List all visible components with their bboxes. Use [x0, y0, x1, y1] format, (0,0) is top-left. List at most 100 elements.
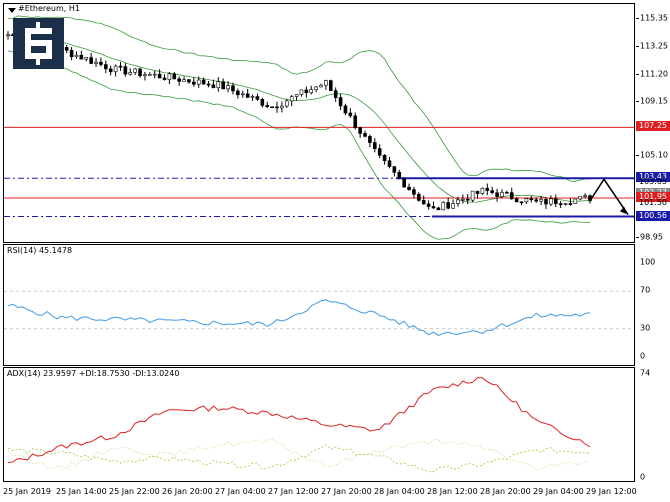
candle-body [133, 68, 137, 73]
price-axis-tick [636, 73, 639, 75]
candle-body [529, 198, 534, 201]
chart-title: #Ethereum, H1 [18, 4, 80, 13]
candle-body [402, 177, 406, 188]
candle-body [182, 79, 186, 82]
candle-body [373, 142, 377, 149]
candle-body [260, 99, 265, 106]
candle-body [138, 68, 142, 77]
time-axis-label: 25 Jan 22:00 [109, 487, 160, 496]
price-axis-label: 111.20 [640, 69, 668, 79]
rsi-canvas [4, 290, 634, 337]
candle-body [304, 89, 309, 94]
candle-body [333, 90, 338, 98]
candle-body [177, 78, 181, 82]
price-axis-label: 98.95 [640, 232, 663, 242]
chart-menu-triangle-icon[interactable] [8, 8, 16, 13]
candle-body [426, 203, 431, 207]
candle-body [299, 89, 304, 95]
candle-body [289, 96, 294, 102]
candle-body [524, 198, 529, 203]
candle-body [84, 57, 89, 60]
candle-body [368, 136, 372, 143]
adx-axis-label: 74 [640, 368, 651, 378]
candle-body [231, 85, 235, 92]
candle-body [558, 203, 563, 205]
candle-body [470, 190, 475, 201]
price-tag: 100.56 [636, 210, 670, 221]
candle-body [436, 207, 441, 211]
candle-body [123, 66, 128, 75]
candle-body [69, 49, 74, 58]
bollinger-middle-band [7, 34, 591, 203]
candle-body [64, 47, 69, 51]
candle-body [343, 105, 348, 114]
price-tag: 107.25 [636, 121, 670, 132]
candle-body [211, 84, 216, 89]
time-axis-label: 28 Jan 04:00 [374, 487, 425, 496]
minus-di-line [7, 438, 591, 471]
candle-body [519, 201, 524, 204]
candle-body [314, 86, 318, 90]
candle-body [509, 192, 514, 200]
candle-body [348, 112, 353, 117]
candle-body [534, 199, 539, 202]
candle-body [6, 34, 10, 37]
candle-body [382, 154, 387, 162]
candle-body [255, 96, 260, 100]
candle-body [539, 199, 543, 202]
candle-body [446, 202, 450, 209]
candle-body [275, 106, 279, 109]
price-chart-pane[interactable]: #Ethereum, H1 [3, 3, 635, 243]
price-axis-label: 113.25 [640, 41, 668, 51]
candle-body [328, 80, 333, 91]
time-axis-label: 27 Jan 12:00 [268, 487, 319, 496]
time-axis-label: 29 Jan 04:00 [533, 487, 584, 496]
candle-body [196, 79, 201, 85]
candle-body [143, 74, 147, 77]
candle-body [104, 64, 108, 70]
candle-body [74, 54, 79, 58]
adx-axis-label: 0 [640, 472, 646, 482]
candle-body [475, 190, 480, 194]
brand-logo-icon [13, 18, 64, 69]
rsi-axis-label: 0 [640, 351, 646, 361]
price-axis-label: 105.10 [640, 150, 668, 160]
adx-axis[interactable]: 74 0 [636, 367, 670, 482]
price-axis-tick [636, 46, 639, 48]
candle-body [201, 79, 206, 85]
candle-body [480, 188, 485, 194]
plus-di-line [7, 444, 591, 473]
forecast-arrow-line [589, 177, 629, 215]
rsi-axis-label: 30 [640, 323, 651, 333]
candle-body [309, 89, 314, 94]
price-axis-tick [636, 237, 639, 238]
candle-body [465, 198, 470, 201]
candle-body [206, 83, 211, 86]
candle-body [113, 65, 118, 73]
candle-body [284, 100, 289, 107]
candle-body [226, 85, 230, 90]
time-axis-label: 28 Jan 12:00 [427, 487, 478, 496]
time-axis-label: 28 Jan 20:00 [480, 487, 531, 496]
candle-body [485, 188, 490, 191]
price-chart-canvas [4, 15, 634, 240]
rsi-axis[interactable]: 100 70 30 0 [636, 244, 670, 366]
time-axis-label: 25 Jan 14:00 [56, 487, 107, 496]
rsi-axis-label: 100 [640, 257, 656, 267]
rsi-pane[interactable]: RSI(14) 45.1478 [3, 244, 635, 366]
adx-pane[interactable]: ADX(14) 23.9597 +DI:18.7530 -DI:13.0240 [3, 367, 635, 482]
rsi-title: RSI(14) 45.1478 [7, 246, 73, 255]
candle-body [79, 54, 84, 60]
candle-body [216, 81, 221, 89]
candle-body [377, 148, 382, 156]
candle-body [118, 65, 123, 68]
candle-body [353, 115, 358, 128]
candle-body [578, 195, 583, 200]
candle-body [265, 105, 270, 108]
candle-body [172, 73, 177, 80]
candle-body [152, 73, 157, 76]
price-axis[interactable]: 115.35 113.25 111.20 109.15 105.10 98.95 [636, 3, 670, 243]
candle-body [451, 203, 455, 209]
price-axis-tick [636, 155, 639, 156]
candle-body [505, 192, 509, 194]
